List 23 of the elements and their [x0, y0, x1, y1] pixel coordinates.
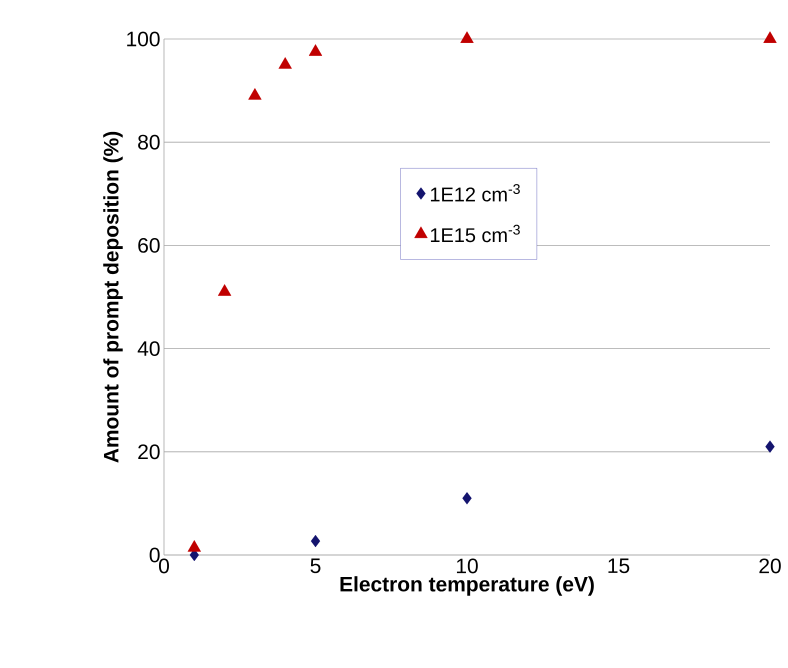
- y-tick-label: 100: [127, 32, 160, 46]
- point: [278, 57, 292, 69]
- x-tick-label: 15: [608, 558, 630, 574]
- y-tick-label: 80: [138, 134, 160, 150]
- y-tick-label: 40: [138, 341, 160, 356]
- x-axis-title: Electron temperature (eV): [340, 576, 594, 596]
- legend-label: 1E12 cm$^{-3}$: [430, 184, 520, 202]
- y-axis-title: Amount of prompt deposition (%): [103, 132, 123, 463]
- point: [765, 440, 775, 453]
- point: [218, 284, 232, 296]
- x-tick-label: 10: [456, 558, 478, 574]
- point: [460, 31, 474, 43]
- y-tick-label: 60: [138, 238, 160, 253]
- legend-label: 1E15 cm$^{-3}$: [430, 224, 520, 242]
- x-tick-label: 20: [759, 558, 781, 574]
- point: [310, 534, 320, 548]
- point: [462, 492, 472, 504]
- point: [763, 31, 777, 43]
- point: [248, 88, 262, 100]
- point: [308, 44, 322, 56]
- y-tick-label: 20: [138, 444, 160, 460]
- y-tick-label: 0: [150, 548, 160, 562]
- x-tick-label: 5: [310, 558, 320, 574]
